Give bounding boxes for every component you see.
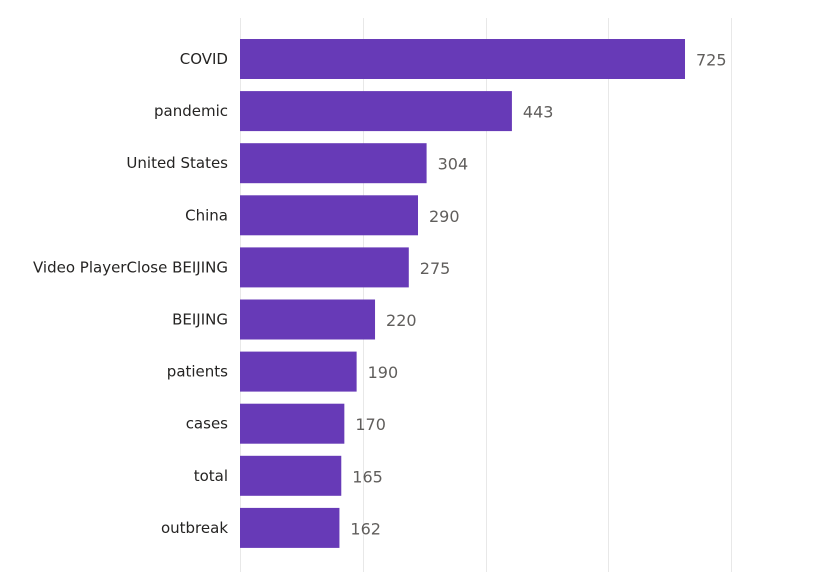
value-label: 170	[355, 415, 386, 434]
value-label: 275	[420, 259, 451, 278]
category-label: total	[194, 467, 228, 485]
category-label: Video PlayerClose BEIJING	[33, 258, 228, 276]
bars	[240, 39, 686, 548]
bar[interactable]	[240, 507, 340, 548]
category-label: pandemic	[154, 102, 228, 120]
bar[interactable]	[240, 247, 409, 288]
category-label: outbreak	[161, 519, 228, 537]
category-label: China	[185, 206, 228, 224]
value-label: 190	[368, 363, 399, 382]
value-label: 220	[386, 311, 417, 330]
category-labels: COVID pandemic United States China Video Pla…	[33, 50, 228, 537]
value-label: 725	[696, 51, 727, 70]
value-labels: 725 443 304 290 275 220 190 170 165 162	[350, 51, 726, 539]
value-label: 165	[352, 467, 383, 486]
category-label: United States	[126, 154, 228, 172]
bar[interactable]	[240, 39, 686, 79]
bar[interactable]	[240, 455, 342, 496]
category-label: BEIJING	[172, 311, 228, 329]
value-label: 443	[523, 103, 554, 122]
bar[interactable]	[240, 351, 357, 392]
bar[interactable]	[240, 195, 419, 236]
bar[interactable]	[240, 91, 512, 132]
category-label: cases	[186, 415, 228, 433]
value-label: 304	[438, 155, 469, 174]
bar[interactable]	[240, 403, 345, 444]
bar[interactable]	[240, 143, 427, 184]
value-label: 162	[350, 519, 381, 538]
value-label: 290	[429, 207, 460, 226]
category-label: COVID	[180, 50, 228, 68]
category-label: patients	[167, 363, 228, 381]
bar[interactable]	[240, 299, 376, 340]
